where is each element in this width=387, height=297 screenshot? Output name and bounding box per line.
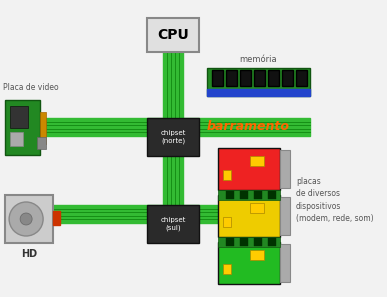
Bar <box>37 137 46 149</box>
Bar <box>218 237 280 247</box>
Text: barramento: barramento <box>207 119 289 132</box>
Bar <box>5 100 40 155</box>
Bar <box>223 264 231 274</box>
Bar <box>183 205 270 223</box>
Bar <box>250 156 264 166</box>
Circle shape <box>20 213 32 225</box>
Bar <box>218 195 280 237</box>
Bar <box>268 70 279 86</box>
Bar <box>223 170 231 180</box>
Bar <box>254 238 262 246</box>
Bar <box>226 70 237 86</box>
Text: HD: HD <box>21 249 37 259</box>
Bar <box>218 148 280 190</box>
Bar <box>268 191 276 199</box>
Bar <box>53 211 60 225</box>
Text: Placa de video: Placa de video <box>3 83 58 92</box>
Bar <box>38 205 163 223</box>
Bar <box>207 89 310 96</box>
Bar <box>207 68 310 96</box>
Bar <box>183 118 310 136</box>
Bar <box>218 190 280 200</box>
Circle shape <box>9 202 43 236</box>
Bar <box>226 238 234 246</box>
Bar <box>280 150 290 188</box>
Bar <box>280 197 290 235</box>
Bar <box>296 70 307 86</box>
Bar <box>147 18 199 52</box>
Text: chipset
(norte): chipset (norte) <box>160 130 186 144</box>
Bar <box>268 238 276 246</box>
Bar <box>5 195 53 243</box>
Text: chipset
(sul): chipset (sul) <box>160 217 186 231</box>
Bar <box>218 242 280 284</box>
Bar <box>10 106 28 128</box>
Bar <box>10 132 23 146</box>
Text: CPU: CPU <box>157 28 189 42</box>
Bar <box>38 118 163 136</box>
Bar <box>240 191 248 199</box>
Bar <box>254 70 265 86</box>
Bar <box>163 155 183 215</box>
Bar <box>282 70 293 86</box>
Bar <box>223 217 231 227</box>
Bar <box>280 244 290 282</box>
Bar <box>254 191 262 199</box>
Bar <box>240 70 251 86</box>
Bar <box>250 203 264 213</box>
Text: memória: memória <box>240 55 277 64</box>
Bar <box>240 238 248 246</box>
Bar <box>147 205 199 243</box>
Bar <box>147 118 199 156</box>
Bar <box>163 52 183 120</box>
Bar <box>250 250 264 260</box>
Bar <box>212 70 223 86</box>
Bar <box>226 191 234 199</box>
Text: placas
de diversos
dispositivos
(modem, rede, som): placas de diversos dispositivos (modem, … <box>296 177 373 223</box>
Bar <box>40 112 46 144</box>
